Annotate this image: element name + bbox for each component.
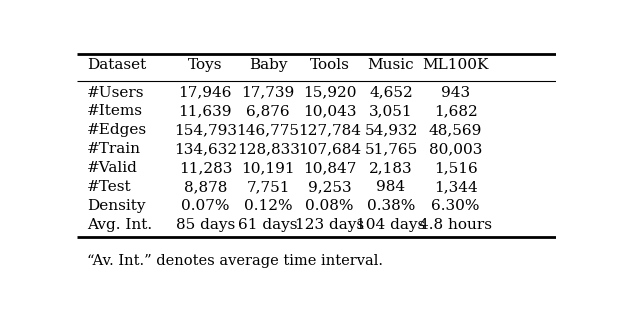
Text: 15,920: 15,920 <box>303 85 357 100</box>
Text: 10,847: 10,847 <box>303 161 357 175</box>
Text: 51,765: 51,765 <box>365 142 418 156</box>
Text: #Items: #Items <box>87 105 143 119</box>
Text: 3,051: 3,051 <box>369 105 413 119</box>
Text: 4,652: 4,652 <box>369 85 413 100</box>
Text: 10,191: 10,191 <box>241 161 295 175</box>
Text: 0.08%: 0.08% <box>305 199 354 213</box>
Text: Tools: Tools <box>310 58 350 72</box>
Text: 1,516: 1,516 <box>434 161 478 175</box>
Text: 0.07%: 0.07% <box>181 199 230 213</box>
Text: 61 days: 61 days <box>239 218 298 232</box>
Text: 154,793: 154,793 <box>174 123 237 137</box>
Text: 146,775: 146,775 <box>237 123 300 137</box>
Text: 984: 984 <box>376 180 405 194</box>
Text: Baby: Baby <box>249 58 287 72</box>
Text: #Test: #Test <box>87 180 132 194</box>
Text: ML100K: ML100K <box>423 58 489 72</box>
Text: 107,684: 107,684 <box>298 142 361 156</box>
Text: 134,632: 134,632 <box>174 142 237 156</box>
Text: 11,639: 11,639 <box>179 105 232 119</box>
Text: 0.12%: 0.12% <box>243 199 292 213</box>
Text: 2,183: 2,183 <box>369 161 413 175</box>
Text: 8,878: 8,878 <box>184 180 227 194</box>
Text: 7,751: 7,751 <box>247 180 290 194</box>
Text: 1,344: 1,344 <box>434 180 478 194</box>
Text: 104 days: 104 days <box>357 218 426 232</box>
Text: #Valid: #Valid <box>87 161 138 175</box>
Text: Toys: Toys <box>188 58 222 72</box>
Text: #Edges: #Edges <box>87 123 147 137</box>
Text: 17,946: 17,946 <box>179 85 232 100</box>
Text: 48,569: 48,569 <box>429 123 482 137</box>
Text: 0.38%: 0.38% <box>366 199 415 213</box>
Text: 10,043: 10,043 <box>303 105 357 119</box>
Text: 127,784: 127,784 <box>298 123 361 137</box>
Text: Avg. Int.: Avg. Int. <box>87 218 152 232</box>
Text: 17,739: 17,739 <box>242 85 295 100</box>
Text: Density: Density <box>87 199 145 213</box>
Text: Music: Music <box>368 58 414 72</box>
Text: 6.30%: 6.30% <box>431 199 480 213</box>
Text: 6,876: 6,876 <box>247 105 290 119</box>
Text: 11,283: 11,283 <box>179 161 232 175</box>
Text: 9,253: 9,253 <box>308 180 352 194</box>
Text: 54,932: 54,932 <box>364 123 418 137</box>
Text: Dataset: Dataset <box>87 58 146 72</box>
Text: “Av. Int.” denotes average time interval.: “Av. Int.” denotes average time interval… <box>87 254 383 268</box>
Text: 4.8 hours: 4.8 hours <box>419 218 492 232</box>
Text: 80,003: 80,003 <box>429 142 482 156</box>
Text: 85 days: 85 days <box>176 218 235 232</box>
Text: 123 days: 123 days <box>295 218 364 232</box>
Text: 943: 943 <box>441 85 470 100</box>
Text: 1,682: 1,682 <box>434 105 478 119</box>
Text: 128,833: 128,833 <box>237 142 300 156</box>
Text: #Train: #Train <box>87 142 141 156</box>
Text: #Users: #Users <box>87 85 145 100</box>
